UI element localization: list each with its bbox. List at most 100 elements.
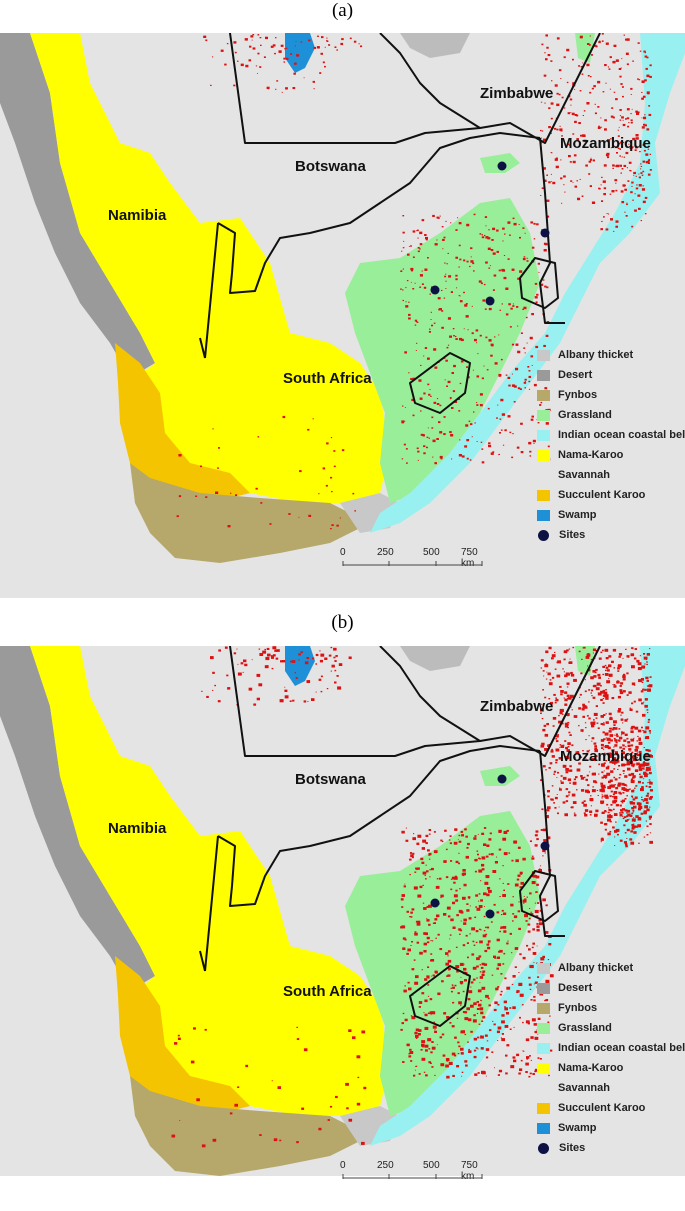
legend-label: Sites xyxy=(559,1142,586,1154)
legend-a: Albany thicket Desert Fynbos Grassland India… xyxy=(537,345,685,545)
swamp-region xyxy=(285,646,315,686)
legend-item: Grassland xyxy=(537,1018,682,1038)
legend-label: Fynbos xyxy=(558,1002,598,1014)
legend-label: Desert xyxy=(558,369,593,381)
site-marker-2 xyxy=(540,228,550,238)
namibia-south-border xyxy=(199,950,206,972)
label-zimbabwe: Zimbabwe xyxy=(480,85,553,102)
label-namibia: Namibia xyxy=(108,207,167,224)
scale-bar-line xyxy=(342,1174,483,1179)
scale-tick-label: 750 km xyxy=(461,547,478,569)
legend-swatch xyxy=(537,1082,550,1094)
legend-item: Desert xyxy=(537,978,682,998)
label-zimbabwe: Zimbabwe xyxy=(480,698,553,715)
namibia-south-border xyxy=(199,337,206,359)
namibia-border xyxy=(204,222,219,359)
legend-item: Nama-Karoo xyxy=(537,1058,682,1078)
legend-item: Fynbos xyxy=(537,385,682,405)
legend-item: Savannah xyxy=(537,1078,682,1098)
eswatini-border xyxy=(519,870,559,922)
map-canvas-b: Zimbabwe Mozambique Botswana Namibia South A… xyxy=(0,646,685,1176)
legend-swatch xyxy=(537,1042,550,1054)
scalebar-b: 0 250 500 750 km xyxy=(330,1160,490,1190)
legend-swatch xyxy=(537,1002,550,1014)
legend-swatch xyxy=(537,1062,550,1074)
legend-swatch xyxy=(537,349,550,361)
legend-label: Fynbos xyxy=(558,389,598,401)
map-panel-b: Zimbabwe Mozambique Botswana Namibia South A… xyxy=(0,646,685,1211)
cropland-layer xyxy=(171,646,653,1148)
scale-tick-label: 0 xyxy=(340,1160,346,1171)
map-canvas-a: Zimbabwe Mozambique Botswana Namibia South A… xyxy=(0,33,685,598)
namibia-border xyxy=(204,835,219,972)
legend-swatch xyxy=(537,1102,550,1114)
country-borders xyxy=(199,33,601,414)
grassland-region xyxy=(345,811,540,1116)
legend-dot-icon xyxy=(538,529,549,541)
site-marker-4 xyxy=(485,296,495,306)
legend-item: Indian ocean coastal belt xyxy=(537,425,685,445)
succulent-karoo-region xyxy=(115,343,250,503)
site-marker-3 xyxy=(430,285,440,295)
panel-b-caption: (b) xyxy=(331,612,354,633)
legend-dot-icon xyxy=(538,1142,549,1154)
legend-label: Indian ocean coastal belt xyxy=(558,429,685,441)
legend-item: Grassland xyxy=(537,405,682,425)
legend-swatch xyxy=(537,449,550,461)
legend-item: Albany thicket xyxy=(537,958,682,978)
label-namibia: Namibia xyxy=(108,820,167,837)
scale-tick-label: 250 xyxy=(377,547,394,558)
legend-label: Swamp xyxy=(558,1122,597,1134)
legend-label: Grassland xyxy=(558,409,612,421)
legend-swatch xyxy=(537,389,550,401)
eswatini-border xyxy=(519,257,559,309)
legend-item: Sites xyxy=(537,525,682,545)
legend-swatch xyxy=(537,982,550,994)
legend-item: Swamp xyxy=(537,505,682,525)
lesotho-border xyxy=(409,965,471,1027)
legend-swatch xyxy=(537,489,550,501)
country-borders xyxy=(199,646,601,1027)
desert-region xyxy=(0,646,155,991)
cropland-layer xyxy=(176,33,652,530)
legend-item: Albany thicket xyxy=(537,345,682,365)
label-botswana: Botswana xyxy=(295,158,367,175)
legend-label: Indian ocean coastal belt xyxy=(558,1042,685,1054)
zimbabwe-highland-patch xyxy=(400,646,470,671)
site-marker-1 xyxy=(497,161,507,171)
scale-tick-label: 250 xyxy=(377,1160,394,1171)
legend-item: Succulent Karoo xyxy=(537,1098,682,1118)
legend-label: Nama-Karoo xyxy=(558,1062,624,1074)
legend-item: Indian ocean coastal belt xyxy=(537,1038,685,1058)
legend-label: Desert xyxy=(558,982,593,994)
legend-item: Nama-Karoo xyxy=(537,445,682,465)
legend-swatch xyxy=(537,962,550,974)
zimbabwe-highland-patch xyxy=(400,33,470,58)
legend-label: Savannah xyxy=(558,1082,610,1094)
legend-item: Fynbos xyxy=(537,998,682,1018)
botswana-southafrica-border xyxy=(217,745,541,907)
legend-label: Succulent Karoo xyxy=(558,1102,646,1114)
legend-label: Swamp xyxy=(558,509,597,521)
legend-item: Desert xyxy=(537,365,682,385)
legend-b: Albany thicket Desert Fynbos Grassland India… xyxy=(537,958,685,1158)
panel-a-caption: (a) xyxy=(331,0,354,21)
succulent-karoo-region xyxy=(115,956,250,1116)
site-marker-3 xyxy=(430,898,440,908)
grassland-ne-patch xyxy=(575,33,595,63)
coastal-belt-region xyxy=(370,33,685,533)
fynbos-region xyxy=(130,1076,370,1176)
legend-item: Swamp xyxy=(537,1118,682,1138)
botswana-southafrica-border xyxy=(217,132,541,294)
legend-label: Nama-Karoo xyxy=(558,449,624,461)
legend-swatch xyxy=(537,409,550,421)
legend-swatch xyxy=(537,369,550,381)
legend-item: Sites xyxy=(537,1138,682,1158)
map-panel-a: Zimbabwe Mozambique Botswana Namibia South A… xyxy=(0,33,685,598)
legend-swatch xyxy=(537,1122,550,1134)
nama-karoo-region xyxy=(30,33,390,503)
site-marker-4 xyxy=(485,909,495,919)
desert-region xyxy=(0,33,155,378)
lesotho-border xyxy=(409,352,471,414)
legend-label: Savannah xyxy=(558,469,610,481)
